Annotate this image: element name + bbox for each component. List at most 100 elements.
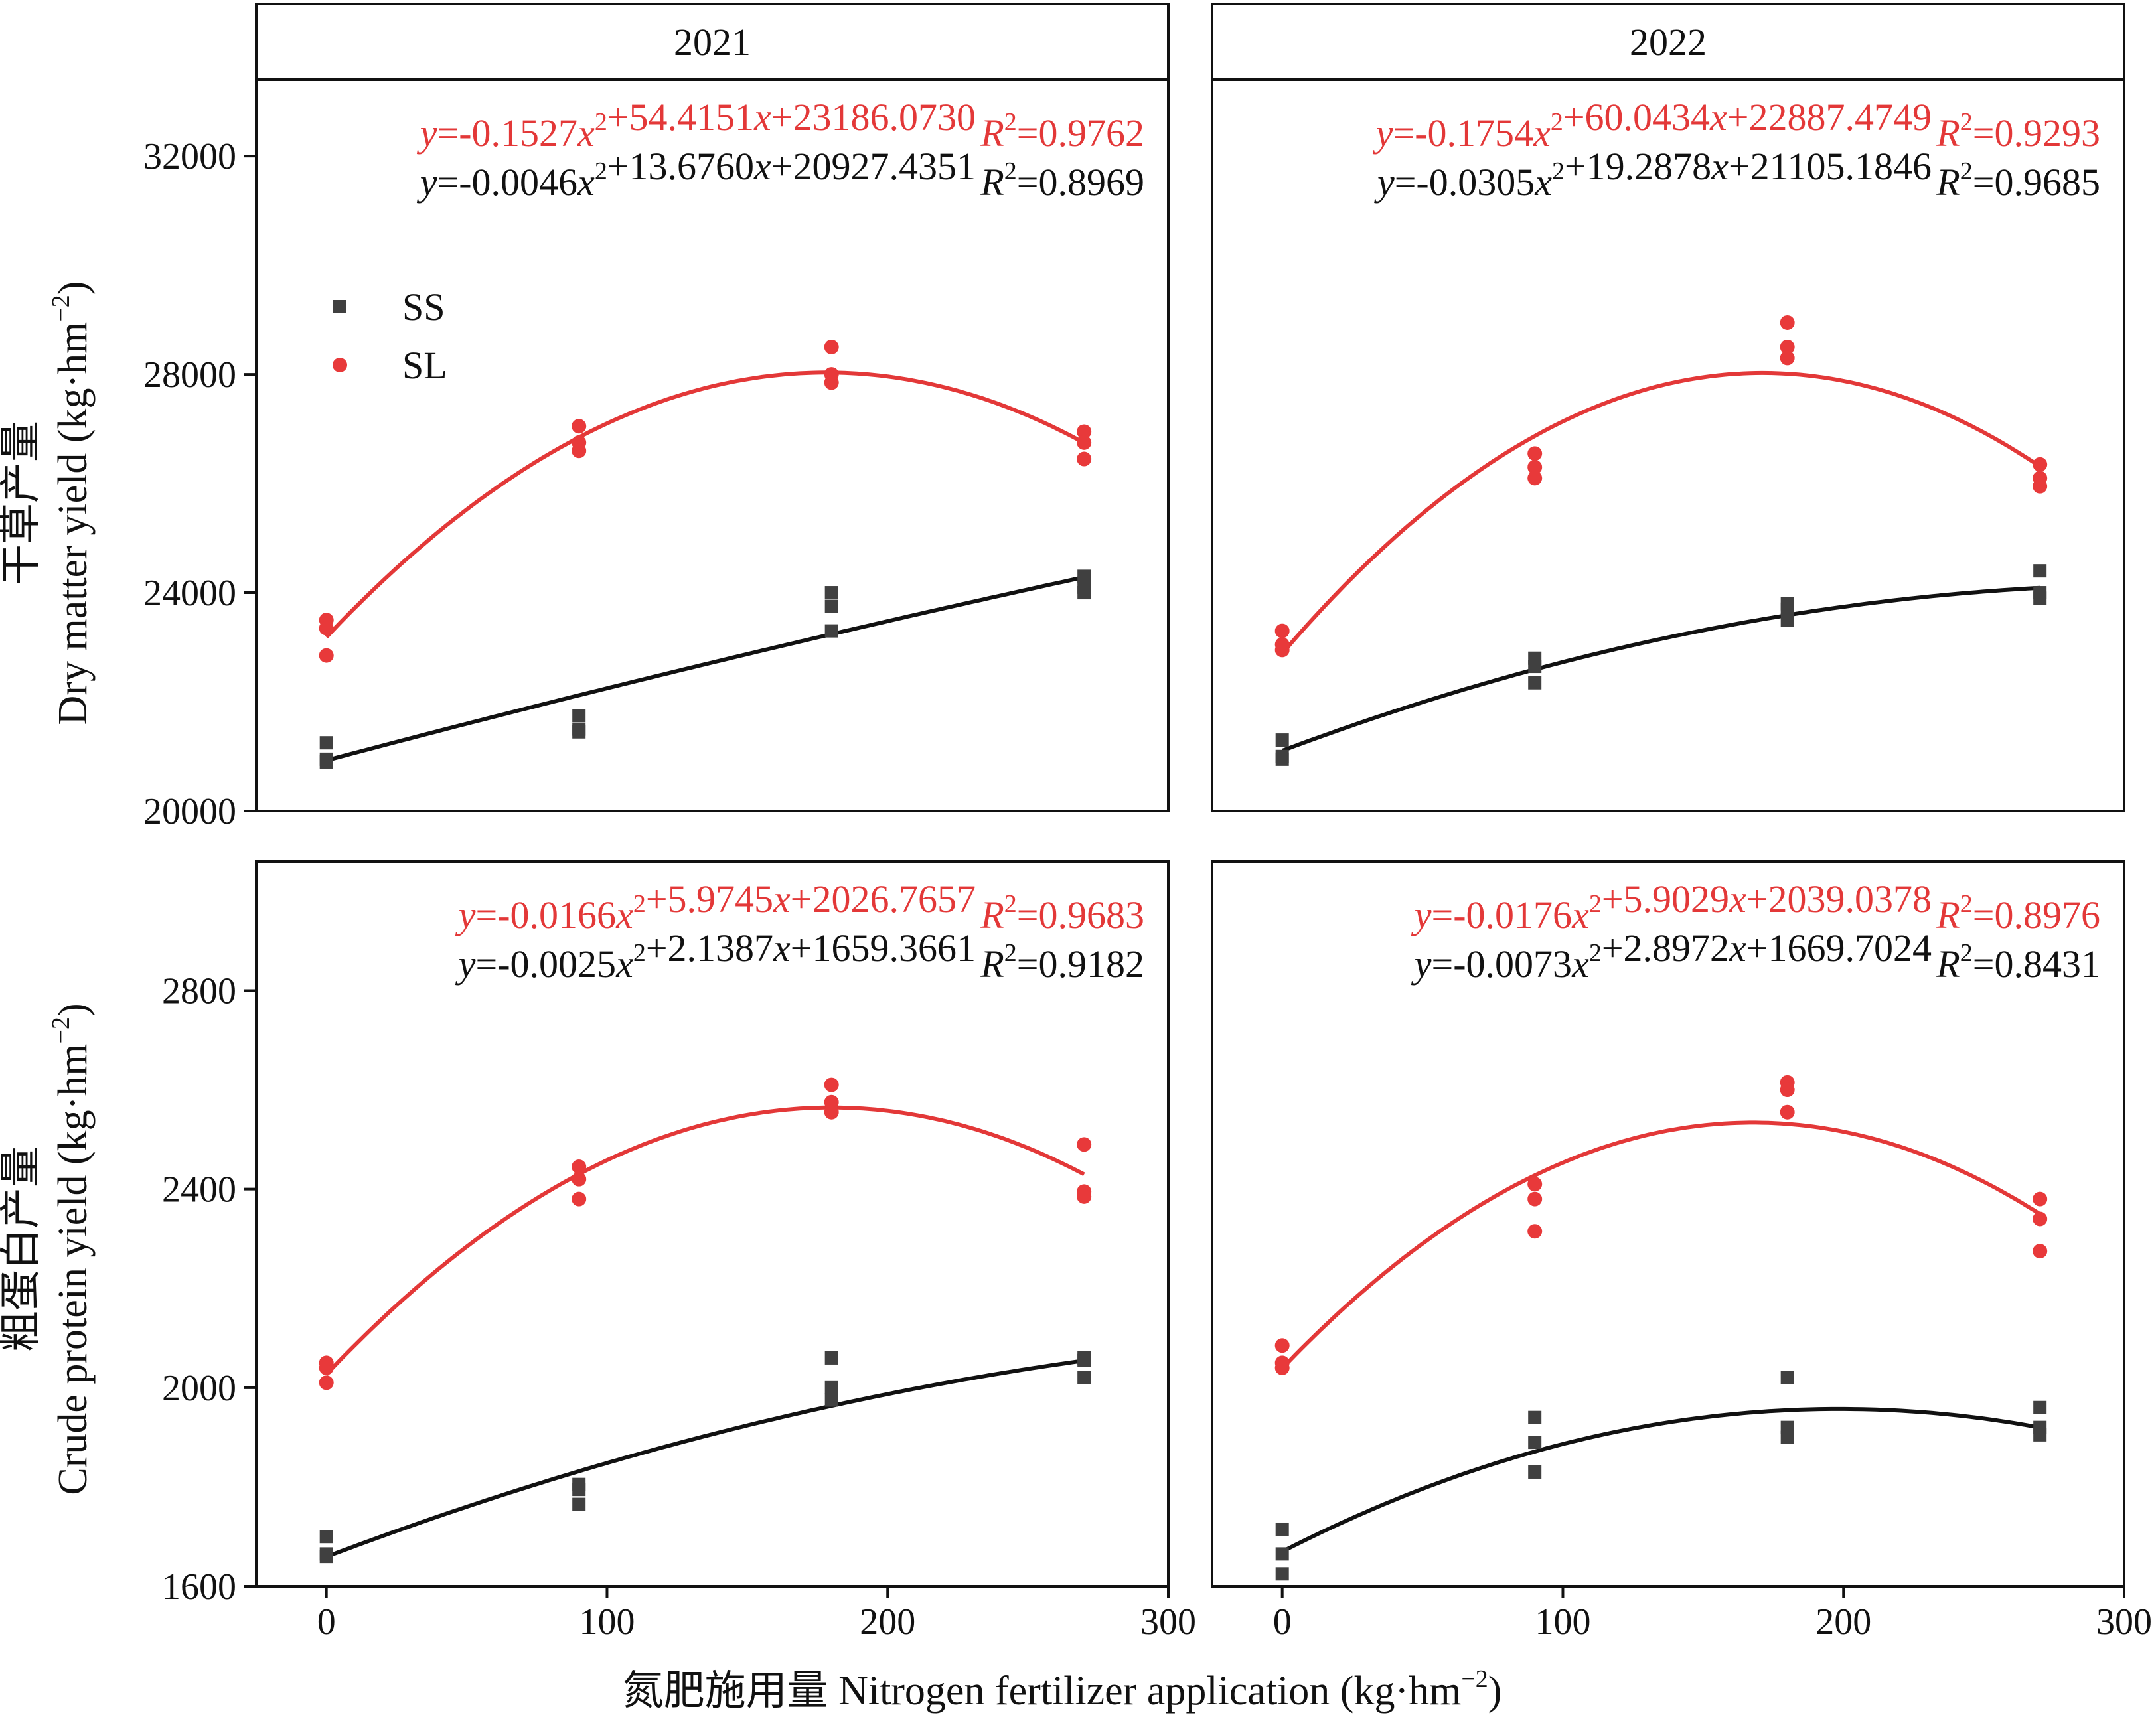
data-point-ss: [2033, 1428, 2047, 1442]
data-point-ss: [1780, 602, 1794, 616]
fit-curve-ss: [1281, 1406, 2041, 1554]
data-point-sl: [2033, 1211, 2048, 1227]
x-tick-label: 200: [860, 1602, 915, 1643]
data-point-ss: [572, 709, 586, 723]
panel-title: 2022: [1630, 21, 1707, 64]
y-axis-title-bottom-en: Crude protein yield (kg·hm−2): [47, 1003, 96, 1495]
data-point-ss: [1528, 1465, 1542, 1479]
data-point-ss: [1275, 733, 1289, 747]
data-point-sl: [319, 648, 334, 663]
data-point-ss: [1275, 752, 1289, 766]
r-squared-ss: R2=0.9182: [980, 939, 1144, 986]
data-point-sl: [824, 1077, 839, 1092]
data-point-ss: [1528, 1436, 1542, 1450]
data-point-ss: [1528, 1410, 1542, 1424]
plot-frame: [255, 78, 1170, 812]
chart-panel-bottom-right: 0 100 200 300 y=-0.0176x2+5.9029x+2039.0378 R…: [1211, 860, 2152, 1643]
fit-curve-ss: [325, 575, 1085, 763]
x-tick-label: 0: [317, 1602, 336, 1643]
fit-curve-ss: [325, 1359, 1085, 1559]
data-point-ss: [824, 1351, 838, 1365]
data-point-ss: [1780, 1430, 1794, 1444]
data-point-sl: [1527, 1191, 1543, 1207]
data-point-sl: [824, 339, 839, 354]
r-squared-sl: R2=0.8976: [1936, 890, 2100, 936]
legend-marker-sl: [333, 358, 347, 372]
data-point-sl: [572, 1191, 587, 1207]
data-point-ss: [1780, 1371, 1794, 1384]
data-point-ss: [1275, 1547, 1289, 1561]
data-point-sl: [1077, 1137, 1092, 1152]
x-tick-label: 300: [1140, 1602, 1196, 1643]
equation-sl: y=-0.0176x2+5.9029x+2039.0378: [1411, 877, 1932, 936]
data-point-sl: [1527, 446, 1543, 461]
y-tick-label: 20000: [143, 791, 236, 832]
panel-title: 2021: [674, 21, 751, 64]
data-point-sl: [2033, 1244, 2048, 1259]
equation-sl: y=-0.1527x2+54.4151x+23186.0730: [417, 96, 976, 155]
data-point-sl: [319, 1375, 334, 1390]
legend-label-ss: SS: [402, 285, 445, 329]
data-point-ss: [1077, 586, 1091, 600]
data-point-sl: [1780, 315, 1795, 330]
data-point-ss: [572, 725, 586, 739]
fit-curve-sl: [1280, 1120, 2041, 1370]
data-point-ss: [2033, 564, 2047, 578]
data-point-sl: [1274, 642, 1290, 658]
data-point-sl: [1077, 424, 1092, 439]
x-tick-label: 100: [1535, 1602, 1590, 1643]
x-tick-label: 300: [2096, 1602, 2152, 1643]
plot-frame: [255, 860, 1170, 1588]
data-point-ss: [319, 755, 333, 769]
data-point-sl: [1780, 1104, 1795, 1120]
data-point-ss: [572, 1497, 586, 1511]
x-tick-label: 200: [1815, 1602, 1871, 1643]
data-point-ss: [824, 624, 838, 638]
x-tick-label: 0: [1273, 1602, 1292, 1643]
data-point-ss: [319, 1550, 333, 1564]
y-tick-label: 2000: [162, 1368, 236, 1409]
y-tick-label: 2400: [162, 1169, 236, 1211]
data-point-ss: [1077, 1353, 1091, 1367]
equation-ss: y=-0.0046x2+13.6760x+20927.4351: [417, 145, 976, 204]
legend-marker-ss: [333, 300, 346, 313]
data-point-ss: [2033, 1400, 2047, 1414]
equation-ss: y=-0.0073x2+2.8972x+1669.7024: [1411, 927, 1932, 986]
fit-curve-sl: [325, 1105, 1085, 1376]
r-squared-ss: R2=0.9685: [1936, 157, 2100, 204]
data-point-sl: [1077, 435, 1092, 450]
equation-sl: y=-0.1754x2+60.0434x+22887.4749: [1373, 96, 1932, 155]
y-tick-label: 28000: [143, 354, 236, 396]
y-axis-title-top-cn: 干草产量: [0, 421, 44, 585]
data-point-sl: [1274, 623, 1290, 638]
data-point-sl: [2033, 479, 2048, 494]
data-point-ss: [1077, 1371, 1091, 1384]
r-squared-sl: R2=0.9683: [980, 890, 1144, 936]
chart-panel-bottom-left: 1600 2000 2400 2800 0 100 200 300 y=-0.0166x2+5.…: [162, 860, 1196, 1643]
data-point-sl: [1527, 471, 1543, 486]
fit-curve-sl: [325, 370, 1085, 639]
data-point-ss: [824, 586, 838, 600]
x-axis-title: 氮肥施用量 Nitrogen fertilizer application (k…: [623, 1665, 1502, 1714]
data-point-sl: [572, 443, 587, 459]
data-point-sl: [1527, 459, 1543, 475]
data-point-sl: [1274, 1338, 1290, 1353]
data-point-sl: [1780, 339, 1795, 354]
chart-panel-top-right: 2022 y=-0.1754x2+60.0434x+22887.4749 R2=0.…: [1211, 3, 2125, 812]
data-point-ss: [319, 1530, 333, 1544]
data-point-sl: [2033, 1191, 2048, 1207]
legend-label-sl: SL: [402, 344, 447, 387]
data-point-ss: [1528, 660, 1542, 674]
r-squared-ss: R2=0.8969: [980, 157, 1144, 204]
y-tick-label: 24000: [143, 573, 236, 614]
data-point-sl: [1780, 350, 1795, 366]
data-point-sl: [319, 621, 334, 636]
data-point-ss: [824, 1380, 838, 1394]
data-point-ss: [1077, 569, 1091, 583]
data-point-sl: [572, 1159, 587, 1174]
data-point-sl: [572, 1171, 587, 1187]
data-point-sl: [1077, 451, 1092, 467]
data-point-sl: [319, 1360, 334, 1375]
fit-curve-sl: [1280, 370, 2041, 655]
